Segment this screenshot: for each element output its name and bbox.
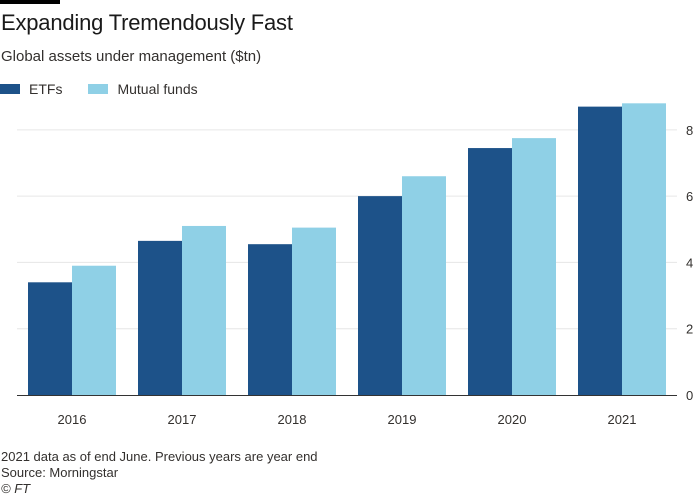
legend-label-mutual-funds: Mutual funds [117, 81, 198, 97]
bar-chart: 0 2 4 6 8 2016 2017 2018 2019 2020 2021 [17, 103, 693, 427]
legend-item-mutual-funds: Mutual funds [88, 81, 198, 97]
x-tick-label: 2018 [278, 412, 307, 427]
bar-mutual-funds [72, 265, 116, 395]
bar-etfs [358, 196, 402, 395]
y-tick-label: 2 [686, 322, 693, 337]
y-tick-label: 4 [686, 255, 693, 270]
footnotes: 2021 data as of end June. Previous years… [1, 449, 318, 497]
bar-etfs [28, 282, 72, 395]
bar-etfs [248, 244, 292, 395]
legend-swatch-mutual-funds [88, 84, 109, 94]
y-tick-label: 8 [686, 123, 693, 138]
data-note: 2021 data as of end June. Previous years… [1, 449, 318, 464]
ft-credit: © FT [1, 481, 31, 496]
bar-mutual-funds [402, 176, 446, 395]
legend-label-etfs: ETFs [29, 81, 63, 97]
legend-item-etfs: ETFs [0, 81, 62, 97]
chart-subtitle: Global assets under management ($tn) [1, 48, 262, 65]
x-tick-label: 2020 [498, 412, 527, 427]
legend: ETFs Mutual funds [0, 80, 224, 98]
bar-mutual-funds [512, 138, 556, 395]
bar-mutual-funds [292, 227, 336, 395]
bar-etfs [468, 148, 512, 395]
legend-swatch-etfs [0, 84, 20, 94]
bar-mutual-funds [622, 103, 666, 395]
y-tick-label: 6 [686, 189, 693, 204]
chart-title: Expanding Tremendously Fast [1, 10, 293, 35]
x-tick-label: 2019 [388, 412, 417, 427]
x-tick-label: 2021 [608, 412, 637, 427]
y-tick-label: 0 [686, 388, 693, 403]
source-note: Source: Morningstar [1, 465, 119, 480]
bar-etfs [138, 240, 182, 395]
x-tick-label: 2016 [58, 412, 87, 427]
bar-etfs [578, 106, 622, 395]
x-tick-label: 2017 [168, 412, 197, 427]
top-rule [0, 0, 60, 4]
bar-mutual-funds [182, 225, 226, 395]
